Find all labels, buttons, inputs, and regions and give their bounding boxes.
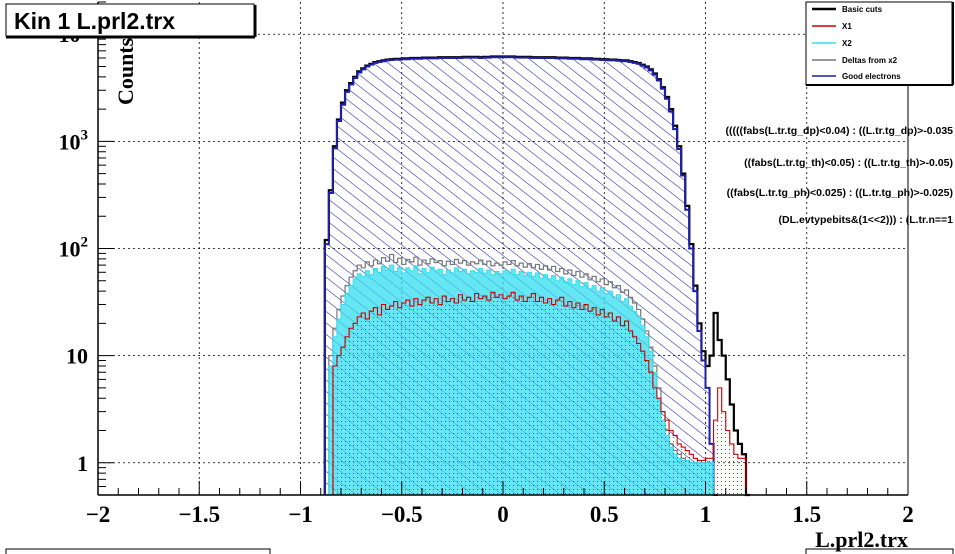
x-axis-title: L.prl2.trx: [815, 527, 908, 552]
legend-label-deltas-from-x2: Deltas from x2: [842, 56, 898, 65]
title-box: Kin 1 L.prl2.trx: [5, 3, 257, 39]
cut-annotations: (((((fabs(L.tr.tg_dp)<0.04) : ((L.tr.tg_…: [725, 125, 953, 226]
x-tick-label: −1: [288, 502, 313, 527]
series-x1: [332, 291, 751, 496]
bottom-right-box: [805, 548, 954, 554]
axis-ticks: [97, 1, 909, 496]
y-tick-labels: 110102103104: [59, 20, 89, 476]
x-tick-label: −2: [86, 502, 111, 527]
chart-title: Kin 1 L.prl2.trx: [14, 8, 175, 34]
x-tick-label: 1.5: [792, 502, 821, 527]
x-tick-label: 0: [497, 502, 509, 527]
series-layer: [323, 55, 751, 497]
cut-annotation-line: (((((fabs(L.tr.tg_dp)<0.04) : ((L.tr.tg_…: [725, 125, 953, 137]
bottom-left-box: [5, 548, 271, 554]
cut-annotation-line: ((fabs(L.tr.tg_ph)<0.025) : ((L.tr.tg_ph…: [727, 187, 953, 199]
x-tick-label: 1: [700, 502, 712, 527]
x-tick-label: −1.5: [178, 502, 220, 527]
x-tick-label: −0.5: [381, 502, 423, 527]
y-tick-label: 102: [59, 235, 89, 262]
y-tick-label: 10: [66, 344, 88, 369]
legend: Basic cuts X1 X2 Deltas from x2 Good electro…: [805, 1, 954, 86]
y-tick-label: 1: [77, 451, 88, 476]
y-axis-title: Counts: [113, 37, 138, 105]
legend-label-x2: X2: [842, 39, 852, 48]
x-tick-labels: −2 −1.5 −1 −0.5 0 0.5 1 1.5 2: [86, 502, 914, 527]
cut-annotation-line: (DL.evtypebits&(1<<2))) : (L.tr.n==1: [779, 214, 954, 226]
legend-label-basic-cuts: Basic cuts: [842, 5, 883, 14]
legend-label-good-electrons: Good electrons: [842, 72, 901, 81]
legend-label-x1: X1: [842, 22, 852, 31]
x-tick-label: 2: [902, 502, 914, 527]
cut-annotation-line: ((fabs(L.tr.tg_th)<0.05) : ((L.tr.tg_th)…: [744, 157, 953, 169]
x-tick-label: 0.5: [590, 502, 619, 527]
y-tick-label: 103: [59, 127, 89, 154]
